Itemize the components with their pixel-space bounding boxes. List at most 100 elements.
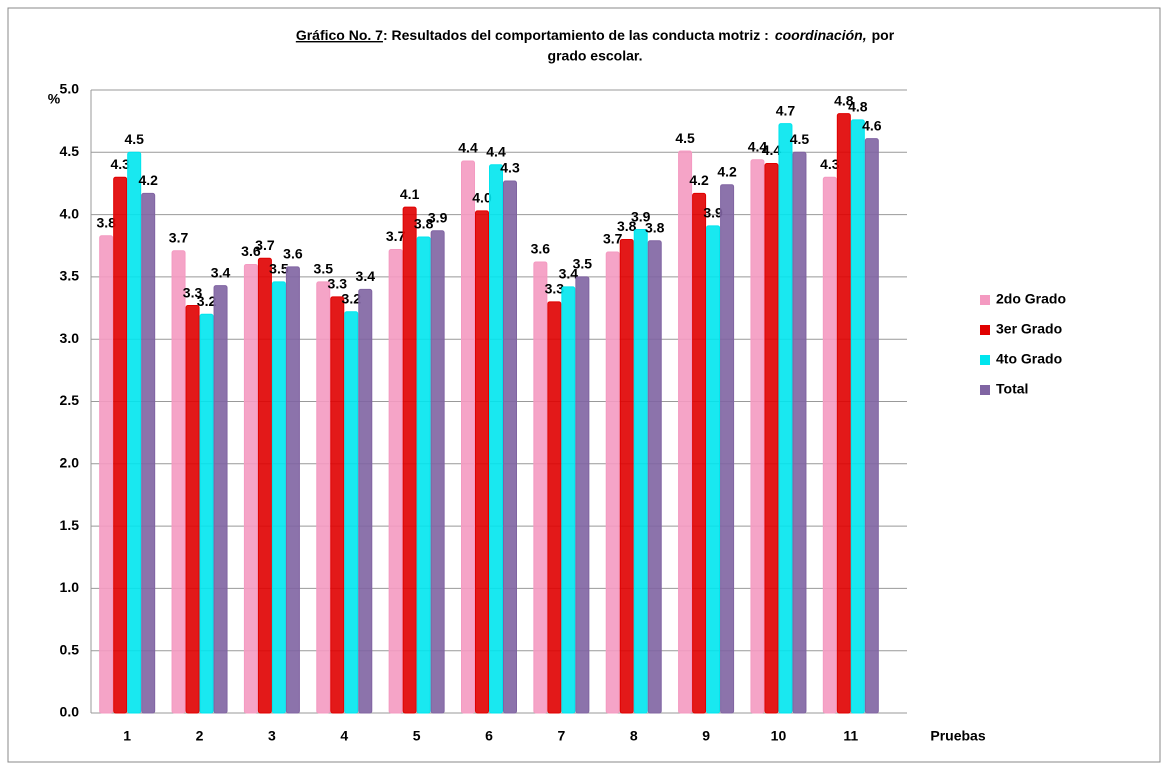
data-label: 4.6 — [862, 117, 882, 133]
legend-swatch — [980, 385, 990, 395]
bar — [778, 123, 793, 714]
x-tick-label: 7 — [557, 728, 565, 744]
bar — [243, 263, 258, 714]
data-label: 4.8 — [834, 92, 854, 108]
y-tick-label: 4.0 — [60, 205, 80, 221]
bar — [706, 225, 721, 714]
data-label: 3.8 — [645, 219, 665, 235]
data-label: 4.0 — [472, 190, 492, 206]
y-tick-label: 3.0 — [60, 330, 80, 346]
bar — [416, 236, 431, 714]
x-tick-label: 8 — [630, 728, 638, 744]
bar — [619, 239, 634, 714]
bar — [257, 257, 272, 714]
data-label: 4.8 — [848, 99, 868, 115]
bar — [489, 164, 503, 714]
data-label: 3.6 — [241, 243, 261, 259]
data-label: 3.3 — [183, 284, 203, 300]
bar — [402, 206, 417, 714]
bar — [358, 288, 373, 714]
data-label: 3.5 — [314, 261, 334, 277]
legend-swatch — [980, 355, 990, 365]
data-label: 3.8 — [414, 216, 434, 232]
bar — [141, 192, 156, 714]
bar — [575, 276, 590, 714]
x-tick-label: 6 — [485, 728, 493, 744]
y-tick-label: 5.0 — [60, 81, 80, 97]
bar — [692, 192, 707, 714]
bar — [99, 235, 114, 714]
data-label: 3.5 — [269, 261, 289, 277]
bar — [330, 296, 345, 714]
data-label: 3.6 — [531, 241, 551, 257]
bar — [271, 281, 286, 714]
data-label: 4.7 — [776, 102, 796, 118]
bar — [678, 150, 693, 714]
bar — [127, 151, 142, 714]
bar — [750, 159, 765, 714]
x-tick-label: 3 — [268, 728, 276, 744]
y-tick-label: 1.0 — [60, 579, 80, 595]
bar — [213, 285, 228, 714]
x-axis-label: Pruebas — [930, 728, 985, 744]
data-label: 3.4 — [211, 264, 231, 280]
y-tick-label: 0.0 — [60, 704, 80, 720]
bar — [285, 266, 300, 714]
data-label: 3.7 — [603, 231, 623, 247]
x-tick-label: 1 — [123, 728, 131, 744]
legend-swatch — [980, 325, 990, 335]
bar — [185, 305, 200, 714]
bar — [764, 163, 779, 714]
x-tick-label: 9 — [702, 728, 710, 744]
bar — [113, 176, 128, 714]
y-tick-label: 1.5 — [60, 517, 80, 533]
bar — [475, 210, 489, 714]
chart-title: Gráfico No. 7: Resultados del comportami… — [296, 27, 895, 43]
bar — [430, 230, 445, 714]
y-tick-label: 3.5 — [60, 268, 80, 284]
data-label: 3.3 — [328, 276, 348, 292]
title-part: por — [872, 27, 895, 43]
bar — [822, 176, 837, 714]
y-tick-label: 2.5 — [60, 392, 80, 408]
data-label: 4.5 — [675, 130, 695, 146]
x-tick-label: 2 — [196, 728, 204, 744]
bar — [344, 311, 359, 714]
bar — [547, 301, 562, 714]
bar — [633, 229, 648, 714]
data-label: 4.4 — [458, 140, 478, 156]
data-label: 4.2 — [689, 172, 709, 188]
y-axis-label: % — [48, 91, 61, 107]
data-label: 3.4 — [559, 266, 579, 282]
x-tick-label: 5 — [413, 728, 421, 744]
data-label: 4.3 — [110, 156, 130, 172]
data-label: 3.4 — [356, 268, 376, 284]
data-label: 3.2 — [197, 293, 217, 309]
data-label: 4.2 — [138, 172, 158, 188]
title-part: : Resultados del comportamiento de las c… — [383, 27, 769, 43]
legend-label: 4to Grado — [996, 351, 1062, 367]
bar — [850, 119, 865, 714]
data-label: 3.7 — [386, 228, 406, 244]
legend-label: Total — [996, 381, 1028, 397]
bar — [199, 313, 214, 714]
bar — [461, 160, 475, 714]
bar — [792, 151, 807, 714]
y-tick-label: 0.5 — [60, 641, 80, 657]
data-label: 3.9 — [428, 210, 448, 226]
x-tick-label: 4 — [340, 728, 348, 744]
y-tick-label: 2.0 — [60, 455, 80, 471]
data-label: 3.9 — [703, 205, 723, 221]
y-tick-label: 4.5 — [60, 143, 80, 159]
data-label: 4.5 — [790, 131, 810, 147]
legend-swatch — [980, 295, 990, 305]
data-label: 4.4 — [748, 138, 768, 154]
title-part: Gráfico No. 7 — [296, 27, 383, 43]
data-label: 3.8 — [617, 218, 637, 234]
data-label: 3.9 — [631, 208, 651, 224]
chart-title: grado escolar. — [548, 48, 643, 64]
data-label: 4.4 — [486, 143, 506, 159]
legend-label: 2do Grado — [996, 291, 1066, 307]
data-label: 4.3 — [820, 156, 840, 172]
